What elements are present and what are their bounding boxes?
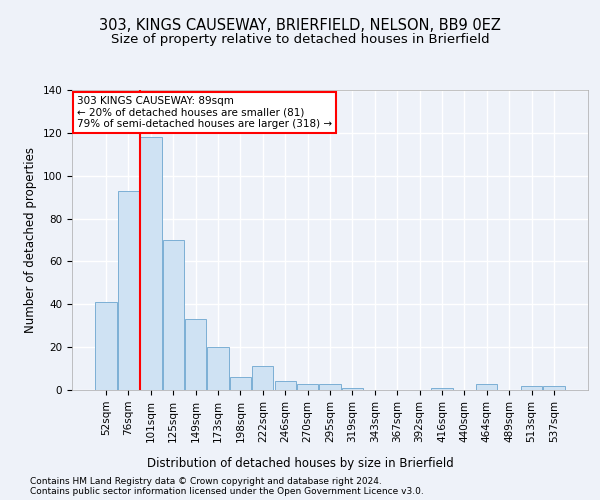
Bar: [275, 382, 296, 390]
Bar: [185, 320, 206, 390]
Text: Distribution of detached houses by size in Brierfield: Distribution of detached houses by size …: [146, 458, 454, 470]
Bar: [342, 388, 363, 390]
Bar: [521, 386, 542, 390]
Bar: [230, 377, 251, 390]
Bar: [543, 386, 565, 390]
Bar: [208, 347, 229, 390]
Text: 303, KINGS CAUSEWAY, BRIERFIELD, NELSON, BB9 0EZ: 303, KINGS CAUSEWAY, BRIERFIELD, NELSON,…: [99, 18, 501, 32]
Bar: [297, 384, 318, 390]
Bar: [319, 384, 341, 390]
Bar: [476, 384, 497, 390]
Text: Contains public sector information licensed under the Open Government Licence v3: Contains public sector information licen…: [30, 488, 424, 496]
Bar: [140, 137, 161, 390]
Text: Size of property relative to detached houses in Brierfield: Size of property relative to detached ho…: [110, 32, 490, 46]
Bar: [431, 388, 452, 390]
Text: Contains HM Land Registry data © Crown copyright and database right 2024.: Contains HM Land Registry data © Crown c…: [30, 478, 382, 486]
Text: 303 KINGS CAUSEWAY: 89sqm
← 20% of detached houses are smaller (81)
79% of semi-: 303 KINGS CAUSEWAY: 89sqm ← 20% of detac…: [77, 96, 332, 129]
Y-axis label: Number of detached properties: Number of detached properties: [24, 147, 37, 333]
Bar: [95, 302, 117, 390]
Bar: [252, 366, 274, 390]
Bar: [118, 190, 139, 390]
Bar: [163, 240, 184, 390]
